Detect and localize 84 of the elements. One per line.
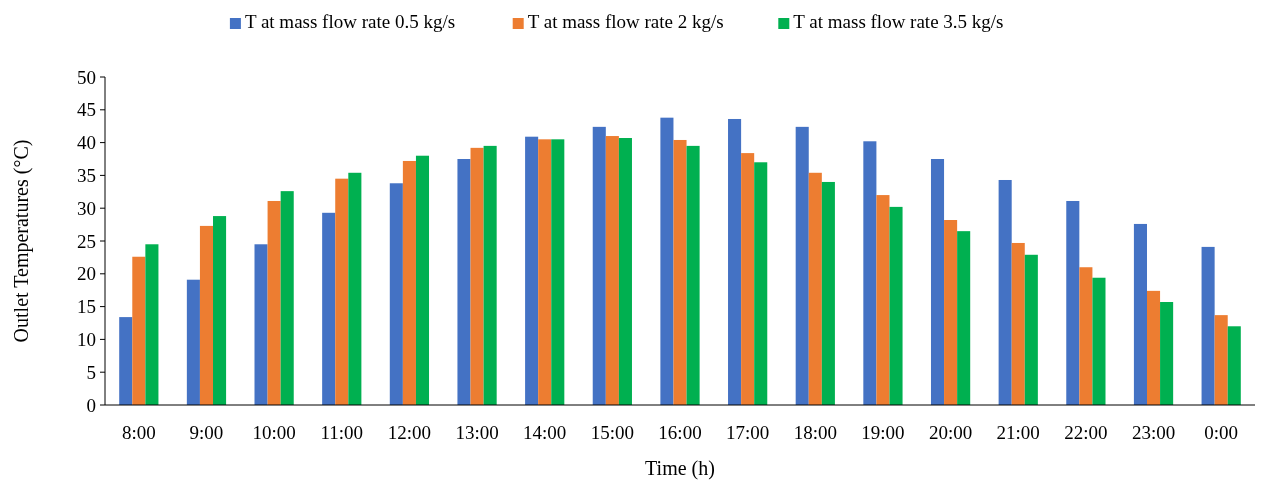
x-tick-label: 11:00 — [320, 422, 364, 443]
x-axis-title: Time (h) — [645, 457, 715, 480]
bar — [389, 183, 403, 405]
bar — [213, 216, 227, 405]
bar — [592, 126, 606, 405]
bar — [795, 126, 809, 405]
bar — [686, 145, 700, 405]
bar — [322, 212, 336, 405]
y-tick-label: 20 — [77, 263, 96, 285]
bar — [1160, 302, 1174, 405]
bar — [457, 159, 471, 405]
x-tick-label: 10:00 — [252, 422, 296, 443]
bar — [402, 160, 416, 405]
x-tick-label: 19:00 — [861, 422, 905, 443]
bar — [1201, 246, 1215, 405]
bar — [348, 172, 362, 405]
bar — [1011, 242, 1025, 405]
x-tick-label: 17:00 — [726, 422, 770, 443]
bar — [186, 279, 200, 405]
bar — [525, 136, 539, 405]
bar — [280, 191, 294, 405]
x-tick-label: 21:00 — [996, 422, 1040, 443]
bar — [876, 195, 890, 405]
y-tick-label: 45 — [77, 99, 96, 121]
bar — [199, 225, 214, 405]
bar — [605, 136, 619, 405]
bar — [1133, 223, 1147, 405]
y-tick-label: 25 — [77, 230, 96, 252]
bar — [1227, 326, 1241, 405]
y-axis-title: Outlet Temperatures (°C) — [10, 139, 33, 343]
x-tick-label: 14:00 — [523, 422, 567, 443]
y-tick-label: 40 — [77, 132, 96, 154]
bar — [944, 220, 958, 405]
x-tick-label: 12:00 — [387, 422, 432, 443]
x-tick-label: 8:00 — [121, 422, 156, 443]
bar — [660, 117, 674, 405]
legend-label: T at mass flow rate 0.5 kg/s — [244, 11, 456, 32]
bar — [863, 141, 877, 405]
bar — [930, 159, 945, 405]
x-tick-label: 9:00 — [189, 422, 224, 443]
x-tick-label: 22:00 — [1064, 422, 1108, 443]
bar — [754, 162, 768, 405]
bar — [119, 317, 133, 405]
bar — [1066, 200, 1080, 405]
y-tick-label: 15 — [77, 296, 96, 318]
bar — [335, 178, 349, 405]
x-tick-label: 23:00 — [1131, 422, 1176, 443]
bar — [889, 206, 903, 405]
x-tick-label: 15:00 — [590, 422, 634, 443]
bar — [470, 147, 484, 405]
legend-label: T at mass flow rate 3.5 kg/s — [793, 11, 1004, 32]
x-tick-label: 18:00 — [793, 422, 837, 443]
x-tick-label: 16:00 — [658, 422, 702, 443]
bar — [145, 244, 159, 405]
bar — [267, 200, 281, 405]
x-tick-label: 13:00 — [455, 422, 499, 443]
bar — [1214, 315, 1228, 405]
bar — [1079, 267, 1093, 405]
bar — [551, 139, 565, 405]
bar — [538, 139, 552, 405]
bar — [998, 179, 1012, 405]
bar — [132, 256, 146, 405]
y-tick-label: 0 — [86, 394, 96, 416]
bar — [673, 139, 687, 405]
y-tick-label: 30 — [77, 197, 96, 219]
bar — [1092, 277, 1106, 405]
bar — [254, 244, 268, 405]
bar — [821, 181, 835, 405]
y-tick-label: 35 — [77, 165, 96, 187]
x-tick-label: 0:00 — [1204, 422, 1239, 443]
bar — [1024, 254, 1038, 405]
x-tick-label: 20:00 — [928, 422, 973, 443]
y-tick-label: 5 — [86, 361, 96, 383]
bar — [483, 145, 497, 405]
y-tick-label: 10 — [77, 329, 96, 351]
bar — [741, 153, 755, 405]
bar — [957, 231, 971, 405]
bar — [415, 155, 430, 405]
y-tick-label: 50 — [77, 66, 96, 88]
bar — [808, 172, 822, 405]
bar — [618, 138, 632, 405]
legend-label: T at mass flow rate 2 kg/s — [527, 11, 724, 32]
bar — [728, 118, 742, 405]
bar — [1146, 290, 1161, 405]
